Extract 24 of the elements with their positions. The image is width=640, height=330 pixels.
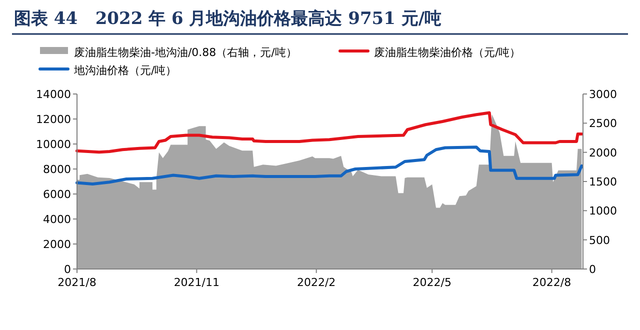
y2-tick-label: 2500 <box>589 117 617 130</box>
y-tick-label: 6000 <box>43 188 71 201</box>
x-tick-label: 2021/11 <box>174 276 220 289</box>
y-tick-label: 0 <box>64 263 71 276</box>
y2-tick-label: 500 <box>589 234 610 247</box>
legend-label: 废油脂生物柴油-地沟油/0.88（右轴，元/吨） <box>74 46 297 59</box>
y2-tick-label: 0 <box>589 263 596 276</box>
y-tick-label: 2000 <box>43 238 71 251</box>
legend-label: 地沟油价格（元/吨） <box>73 64 177 77</box>
legend-label: 废油脂生物柴油价格（元/吨） <box>374 46 521 59</box>
x-tick-label: 2022/5 <box>412 276 452 289</box>
y-tick-label: 12000 <box>36 113 71 126</box>
y2-tick-label: 1500 <box>589 176 617 188</box>
x-tick-label: 2021/8 <box>58 276 96 289</box>
y2-tick-label: 3000 <box>589 88 617 101</box>
y-tick-label: 4000 <box>43 213 71 226</box>
x-tick-label: 2022/2 <box>296 276 336 289</box>
y2-tick-label: 1000 <box>589 204 617 218</box>
y2-tick-label: 2000 <box>589 146 617 160</box>
chart-title: 图表 44 2022 年 6 月地沟油价格最高达 9751 元/吨 <box>14 9 442 29</box>
y-tick-label: 10000 <box>36 138 71 151</box>
y-tick-label: 14000 <box>36 88 71 101</box>
x-tick-label: 2022/8 <box>532 276 572 289</box>
y-tick-label: 8000 <box>43 163 71 176</box>
